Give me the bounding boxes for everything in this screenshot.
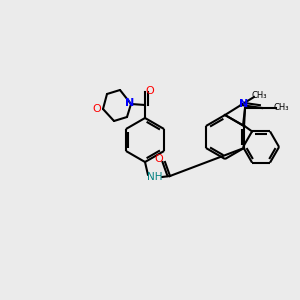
Text: NH: NH bbox=[147, 172, 163, 182]
Text: O: O bbox=[146, 86, 154, 96]
Text: CH₃: CH₃ bbox=[251, 92, 267, 100]
Text: N: N bbox=[239, 99, 249, 109]
Text: N: N bbox=[125, 98, 135, 108]
Text: O: O bbox=[154, 154, 164, 164]
Text: CH₃: CH₃ bbox=[273, 103, 289, 112]
Text: O: O bbox=[93, 104, 101, 114]
